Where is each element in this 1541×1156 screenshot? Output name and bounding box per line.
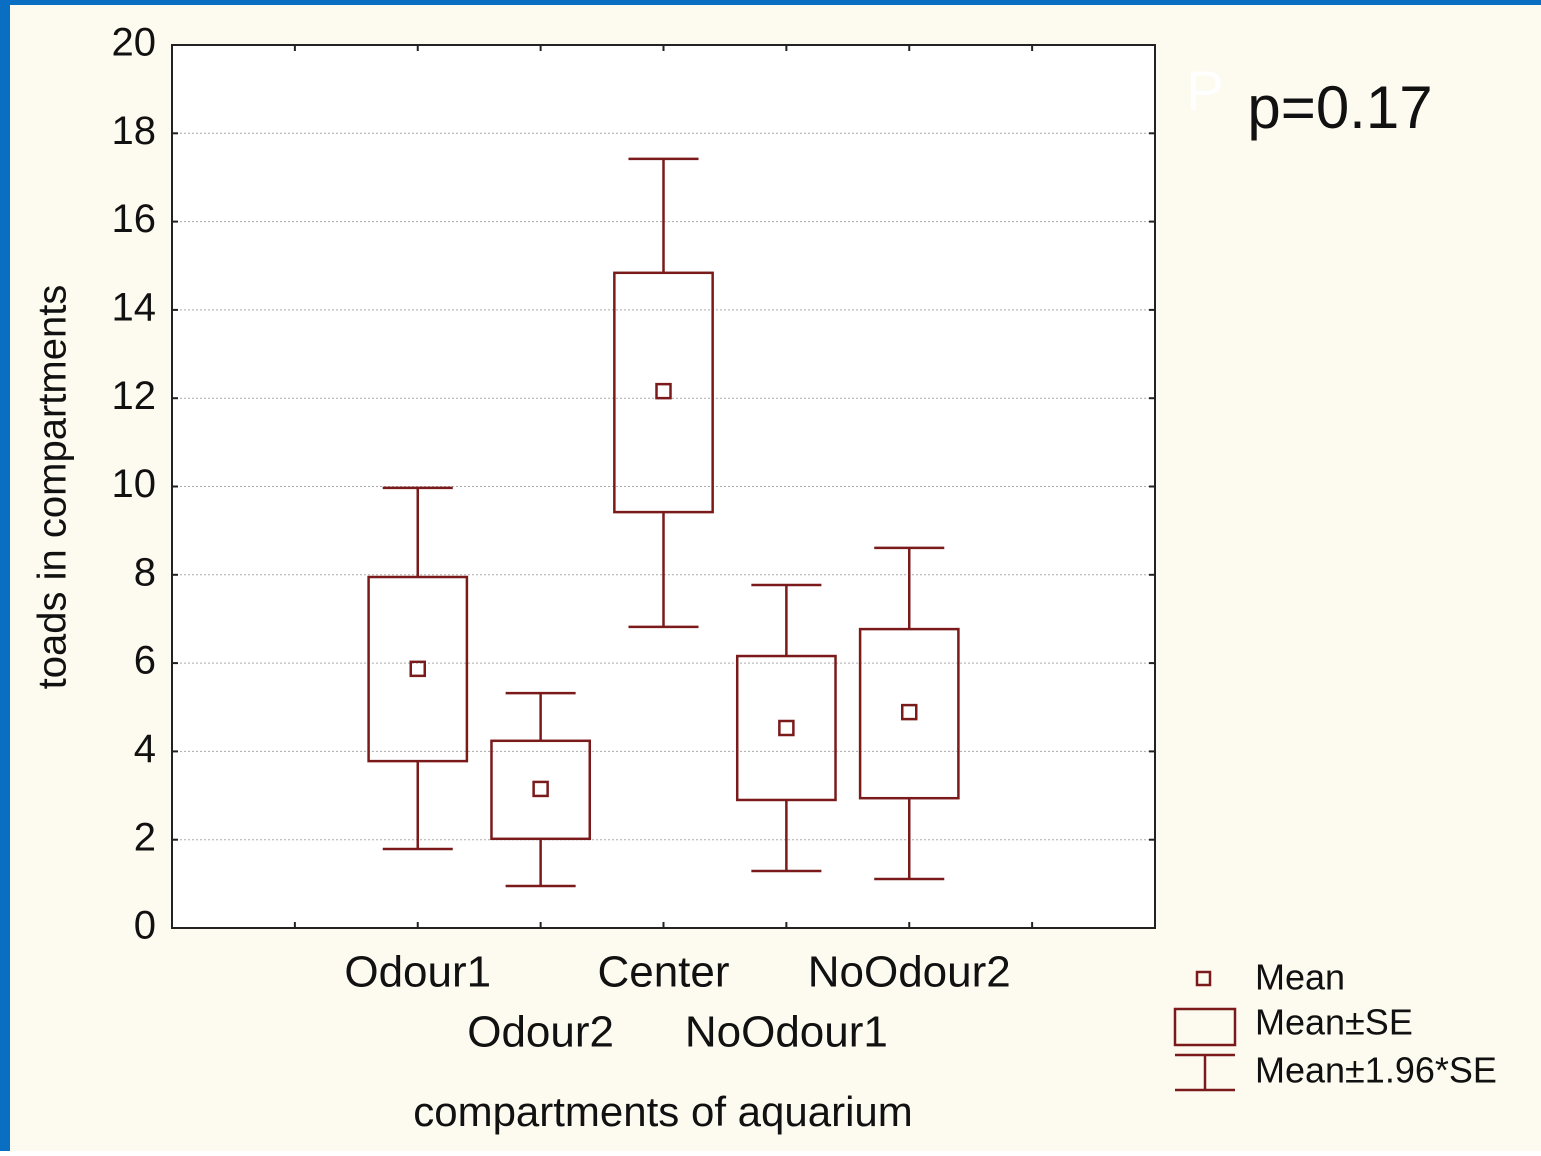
legend-label: Mean±1.96*SE [1255, 1050, 1497, 1091]
mean-marker [532, 780, 549, 798]
mean-marker [901, 703, 918, 721]
x-axis-title: compartments of aquarium [413, 1088, 913, 1135]
y-tick-label: 2 [134, 815, 156, 859]
box [613, 271, 714, 514]
y-tick-label: 0 [134, 904, 156, 948]
x-tick-label: NoOdour1 [685, 1008, 888, 1057]
y-tick-label: 14 [112, 285, 157, 329]
y-tick-label: 4 [134, 727, 156, 771]
legend-label: Mean±SE [1255, 1002, 1413, 1043]
annotation: p=0.17 [1247, 74, 1432, 141]
legend-mean [1195, 970, 1212, 987]
left-border [0, 0, 10, 1151]
y-tick-label: 20 [112, 21, 157, 65]
box [735, 654, 837, 802]
legend-label: Mean [1255, 957, 1345, 998]
top-border [0, 0, 1541, 5]
y-tick-label: 18 [112, 109, 157, 153]
y-tick-label: 10 [112, 462, 157, 506]
x-tick-label: NoOdour2 [808, 948, 1011, 997]
mean-marker [778, 719, 795, 737]
y-tick-label: 16 [112, 197, 157, 241]
faint-annotation: P [1186, 59, 1223, 122]
x-tick-label: Odour2 [467, 1008, 614, 1057]
box [858, 627, 960, 800]
mean-marker [655, 382, 672, 400]
x-tick-label: Center [597, 948, 729, 997]
x-tick-label: Odour1 [344, 948, 491, 997]
box [367, 575, 469, 763]
mean-marker [409, 660, 426, 678]
y-tick-label: 8 [134, 550, 156, 594]
y-tick-label: 6 [134, 639, 156, 683]
y-tick-label: 12 [112, 374, 157, 418]
layer [172, 44, 1155, 929]
legend-box [1173, 1007, 1237, 1047]
y-axis-title: toads in compartments [31, 285, 75, 690]
box [490, 739, 592, 841]
plot-frame [171, 44, 1156, 929]
